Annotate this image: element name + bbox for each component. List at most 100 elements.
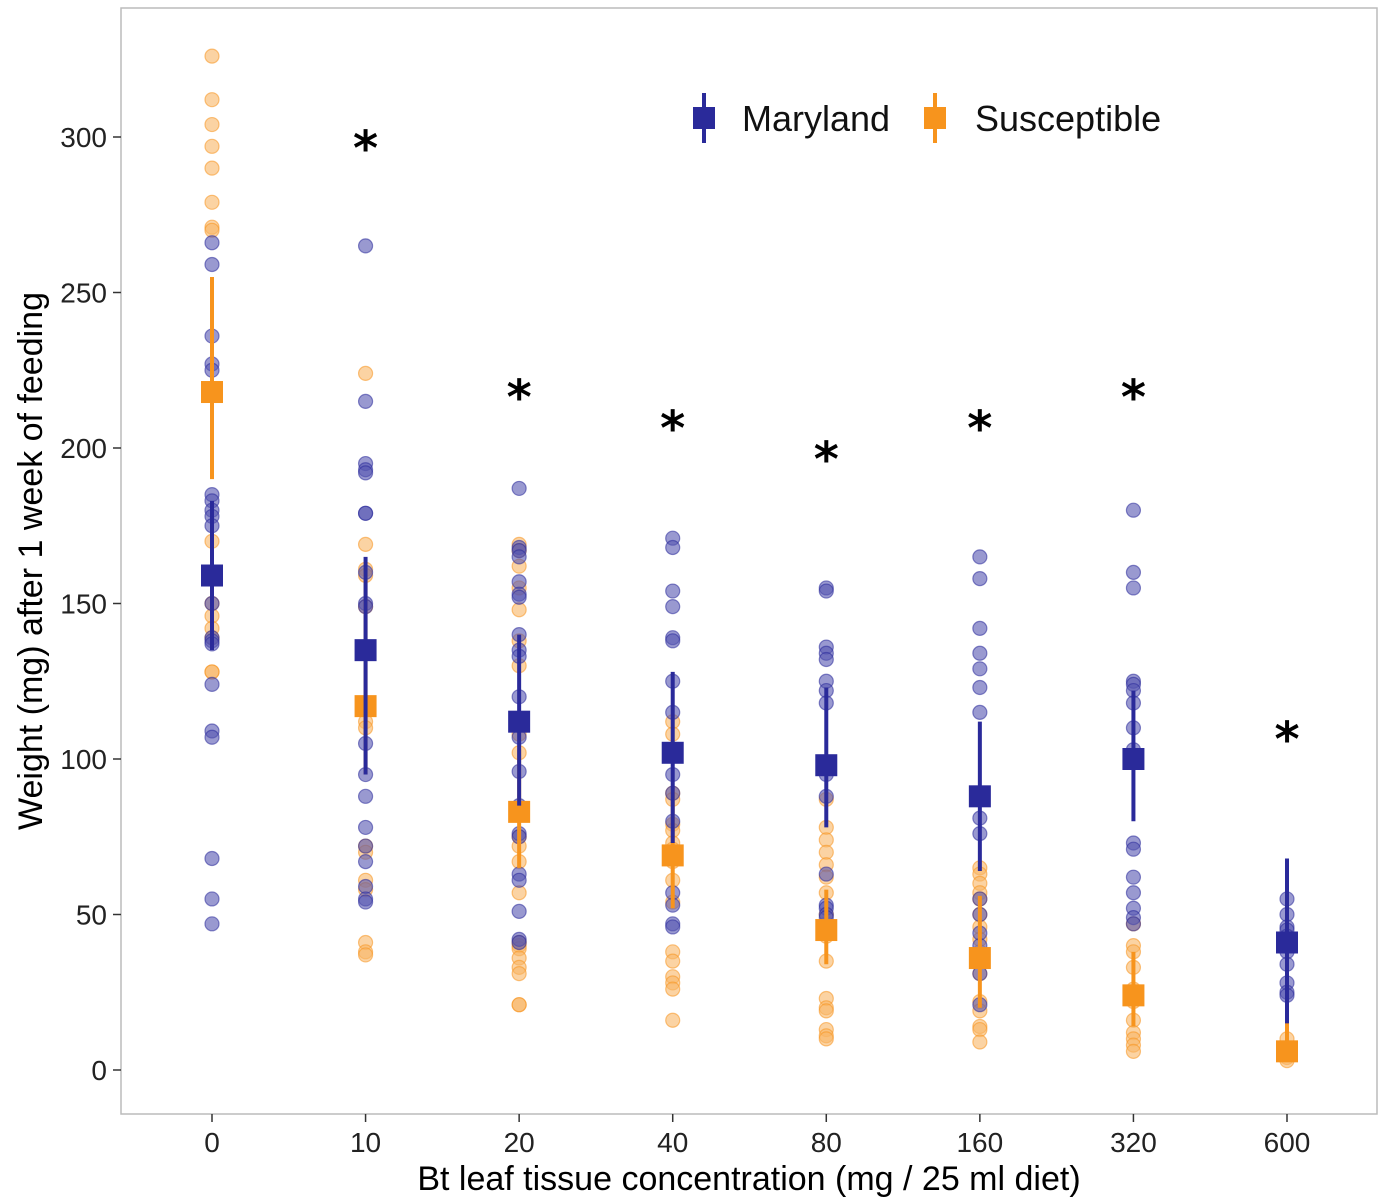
data-point-susceptible <box>818 1003 834 1019</box>
data-point-susceptible <box>204 138 220 154</box>
data-point-susceptible <box>665 953 681 969</box>
x-tick-label: 600 <box>1264 1127 1311 1158</box>
data-point-maryland <box>665 599 681 615</box>
data-point-maryland <box>818 651 834 668</box>
y-tick-label: 250 <box>60 278 107 309</box>
significance-markers: * * * * * * * <box>353 121 1300 768</box>
data-point-maryland <box>1125 564 1142 581</box>
data-point-maryland <box>511 589 527 605</box>
data-point-maryland <box>972 620 988 636</box>
data-point-maryland <box>1125 502 1142 518</box>
y-tick-label: 100 <box>60 744 107 775</box>
mean-marker-maryland <box>1122 748 1145 770</box>
data-point-susceptible <box>665 1012 681 1028</box>
mean-marker-maryland <box>815 754 838 777</box>
x-tick-label: 40 <box>657 1127 688 1158</box>
data-point-maryland <box>357 465 374 481</box>
legend-swatch-susceptible <box>924 107 946 129</box>
data-point-susceptible <box>511 965 527 982</box>
significance-star: * <box>814 432 839 488</box>
x-tick-label: 160 <box>956 1127 1003 1158</box>
data-point-maryland <box>665 583 681 599</box>
data-point-maryland <box>972 661 988 677</box>
data-point-susceptible <box>357 365 374 381</box>
x-axis-title: Bt leaf tissue concentration (mg / 25 ml… <box>417 1160 1080 1198</box>
data-point-maryland <box>665 539 681 556</box>
data-point-maryland <box>972 571 988 587</box>
data-point-maryland <box>357 505 374 521</box>
data-point-maryland <box>511 934 527 951</box>
data-point-maryland <box>204 676 220 692</box>
data-point-maryland <box>204 891 220 907</box>
legend: Maryland Susceptible <box>693 93 1161 143</box>
mean-marker-maryland <box>354 639 377 662</box>
x-tick-label: 80 <box>811 1127 842 1158</box>
data-point-maryland <box>357 819 374 836</box>
y-axis-title: Weight (mg) after 1 week of feeding <box>12 292 50 830</box>
legend-label-maryland: Maryland <box>742 98 890 139</box>
mean-marker-maryland <box>661 741 684 764</box>
data-point-maryland <box>204 850 220 867</box>
data-point-maryland <box>357 238 374 254</box>
mean-marker-susceptible <box>815 919 838 942</box>
data-point-maryland <box>1125 580 1142 596</box>
y-tick-label: 0 <box>91 1055 107 1086</box>
significance-star: * <box>1121 370 1146 426</box>
mean-marker-susceptible <box>968 947 991 970</box>
data-point-susceptible <box>357 536 374 553</box>
data-point-susceptible <box>1125 1043 1142 1059</box>
data-point-maryland <box>357 838 374 854</box>
data-point-maryland <box>357 788 374 804</box>
data-point-maryland <box>511 480 527 497</box>
significance-star: * <box>1274 712 1299 768</box>
mean-marker-susceptible <box>1122 984 1145 1007</box>
data-point-susceptible <box>665 981 681 997</box>
data-point-maryland <box>204 235 220 251</box>
data-point-maryland <box>357 393 374 409</box>
significance-star: * <box>507 370 532 426</box>
legend-swatch-maryland <box>693 107 715 129</box>
data-point-maryland <box>972 645 988 661</box>
mean-marker-maryland <box>1276 931 1298 954</box>
data-point-susceptible <box>972 1034 988 1050</box>
data-point-maryland <box>1125 841 1142 857</box>
data-point-maryland <box>357 854 374 870</box>
data-point-maryland <box>972 704 988 720</box>
y-tick-label: 300 <box>60 122 107 153</box>
significance-star: * <box>967 401 992 457</box>
data-point-maryland <box>511 872 527 888</box>
y-tick-label: 50 <box>76 900 107 931</box>
mean-marker-susceptible <box>508 800 531 823</box>
data-point-maryland <box>204 729 220 745</box>
mean-marker-susceptible <box>201 381 223 404</box>
data-point-maryland <box>204 916 220 932</box>
mean-marker-maryland <box>508 710 531 733</box>
mean-marker-susceptible <box>1276 1040 1298 1063</box>
y-tick-label: 150 <box>60 589 107 620</box>
data-point-maryland <box>357 894 374 910</box>
data-point-maryland <box>818 583 834 599</box>
x-axis: 0 10 20 40 80 160 320 600 <box>204 1114 1310 1158</box>
data-point-maryland <box>1125 916 1142 932</box>
data-point-maryland <box>511 903 527 919</box>
data-point-maryland <box>665 633 681 649</box>
legend-label-susceptible: Susceptible <box>975 98 1161 139</box>
mean-markers <box>201 276 1298 1063</box>
x-tick-label: 0 <box>204 1127 220 1158</box>
data-point-maryland <box>204 256 220 273</box>
data-point-maryland <box>665 919 681 935</box>
x-tick-label: 20 <box>504 1127 535 1158</box>
x-tick-label: 320 <box>1110 1127 1157 1158</box>
data-point-susceptible <box>204 92 220 108</box>
data-point-maryland <box>972 679 988 696</box>
data-point-susceptible <box>511 997 527 1013</box>
x-tick-label: 10 <box>350 1127 381 1158</box>
y-axis: 0 50 100 150 200 250 300 <box>60 122 121 1086</box>
mean-marker-maryland <box>201 564 223 587</box>
data-point-maryland <box>1125 885 1142 901</box>
mean-marker-susceptible <box>661 844 684 867</box>
data-point-maryland <box>818 866 834 882</box>
data-point-susceptible <box>818 1031 834 1047</box>
data-point-maryland <box>972 549 988 565</box>
